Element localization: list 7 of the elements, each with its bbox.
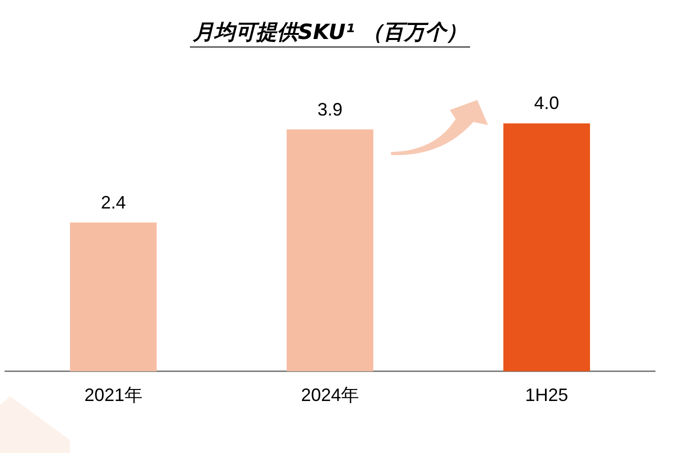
data-label: 3.9 xyxy=(317,99,343,120)
x-tick-label: 2021年 xyxy=(84,385,142,406)
data-label: 4.0 xyxy=(534,93,560,114)
data-label: 2.4 xyxy=(100,192,126,212)
x-tick-label: 2024年 xyxy=(300,385,360,406)
chart-title: 月均可提供SKU¹ （百万个） xyxy=(192,20,468,44)
x-tick-label: 1H25 xyxy=(525,385,568,406)
